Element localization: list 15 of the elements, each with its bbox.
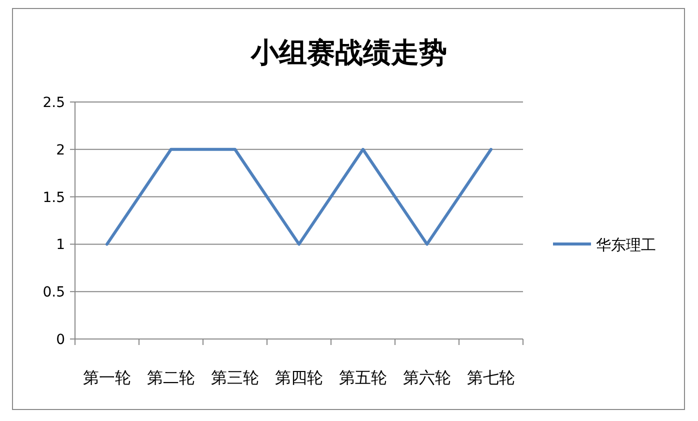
x-tick-label: 第三轮 — [211, 368, 259, 387]
x-tick-label: 第七轮 — [467, 368, 515, 387]
x-tick-label: 第二轮 — [147, 368, 195, 387]
chart-title: 小组赛战绩走势 — [250, 36, 447, 69]
x-tick-label: 第一轮 — [83, 368, 131, 387]
legend-label: 华东理工 — [596, 236, 656, 254]
y-tick-label: 1.5 — [42, 190, 65, 206]
y-tick-label: 1 — [56, 237, 65, 254]
y-tick-label: 0 — [56, 332, 65, 348]
x-tick-label: 第六轮 — [403, 368, 451, 387]
x-tick-label: 第五轮 — [339, 368, 387, 387]
y-tick-label: 2 — [56, 142, 65, 158]
y-tick-label: 0.5 — [42, 284, 65, 301]
x-tick-label: 第四轮 — [275, 368, 323, 387]
y-tick-label: 2.5 — [42, 95, 65, 111]
